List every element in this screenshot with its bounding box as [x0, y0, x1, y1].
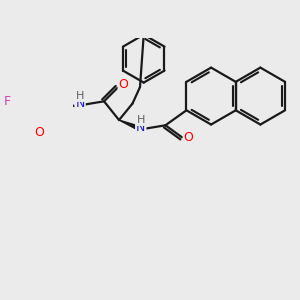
Text: N: N [75, 97, 85, 110]
Polygon shape [119, 120, 146, 133]
Text: H: H [76, 91, 84, 101]
Text: O: O [34, 125, 44, 139]
Text: F: F [4, 95, 11, 108]
Text: O: O [118, 78, 128, 91]
Text: H: H [136, 115, 145, 125]
Text: O: O [184, 131, 194, 144]
Text: N: N [136, 121, 146, 134]
